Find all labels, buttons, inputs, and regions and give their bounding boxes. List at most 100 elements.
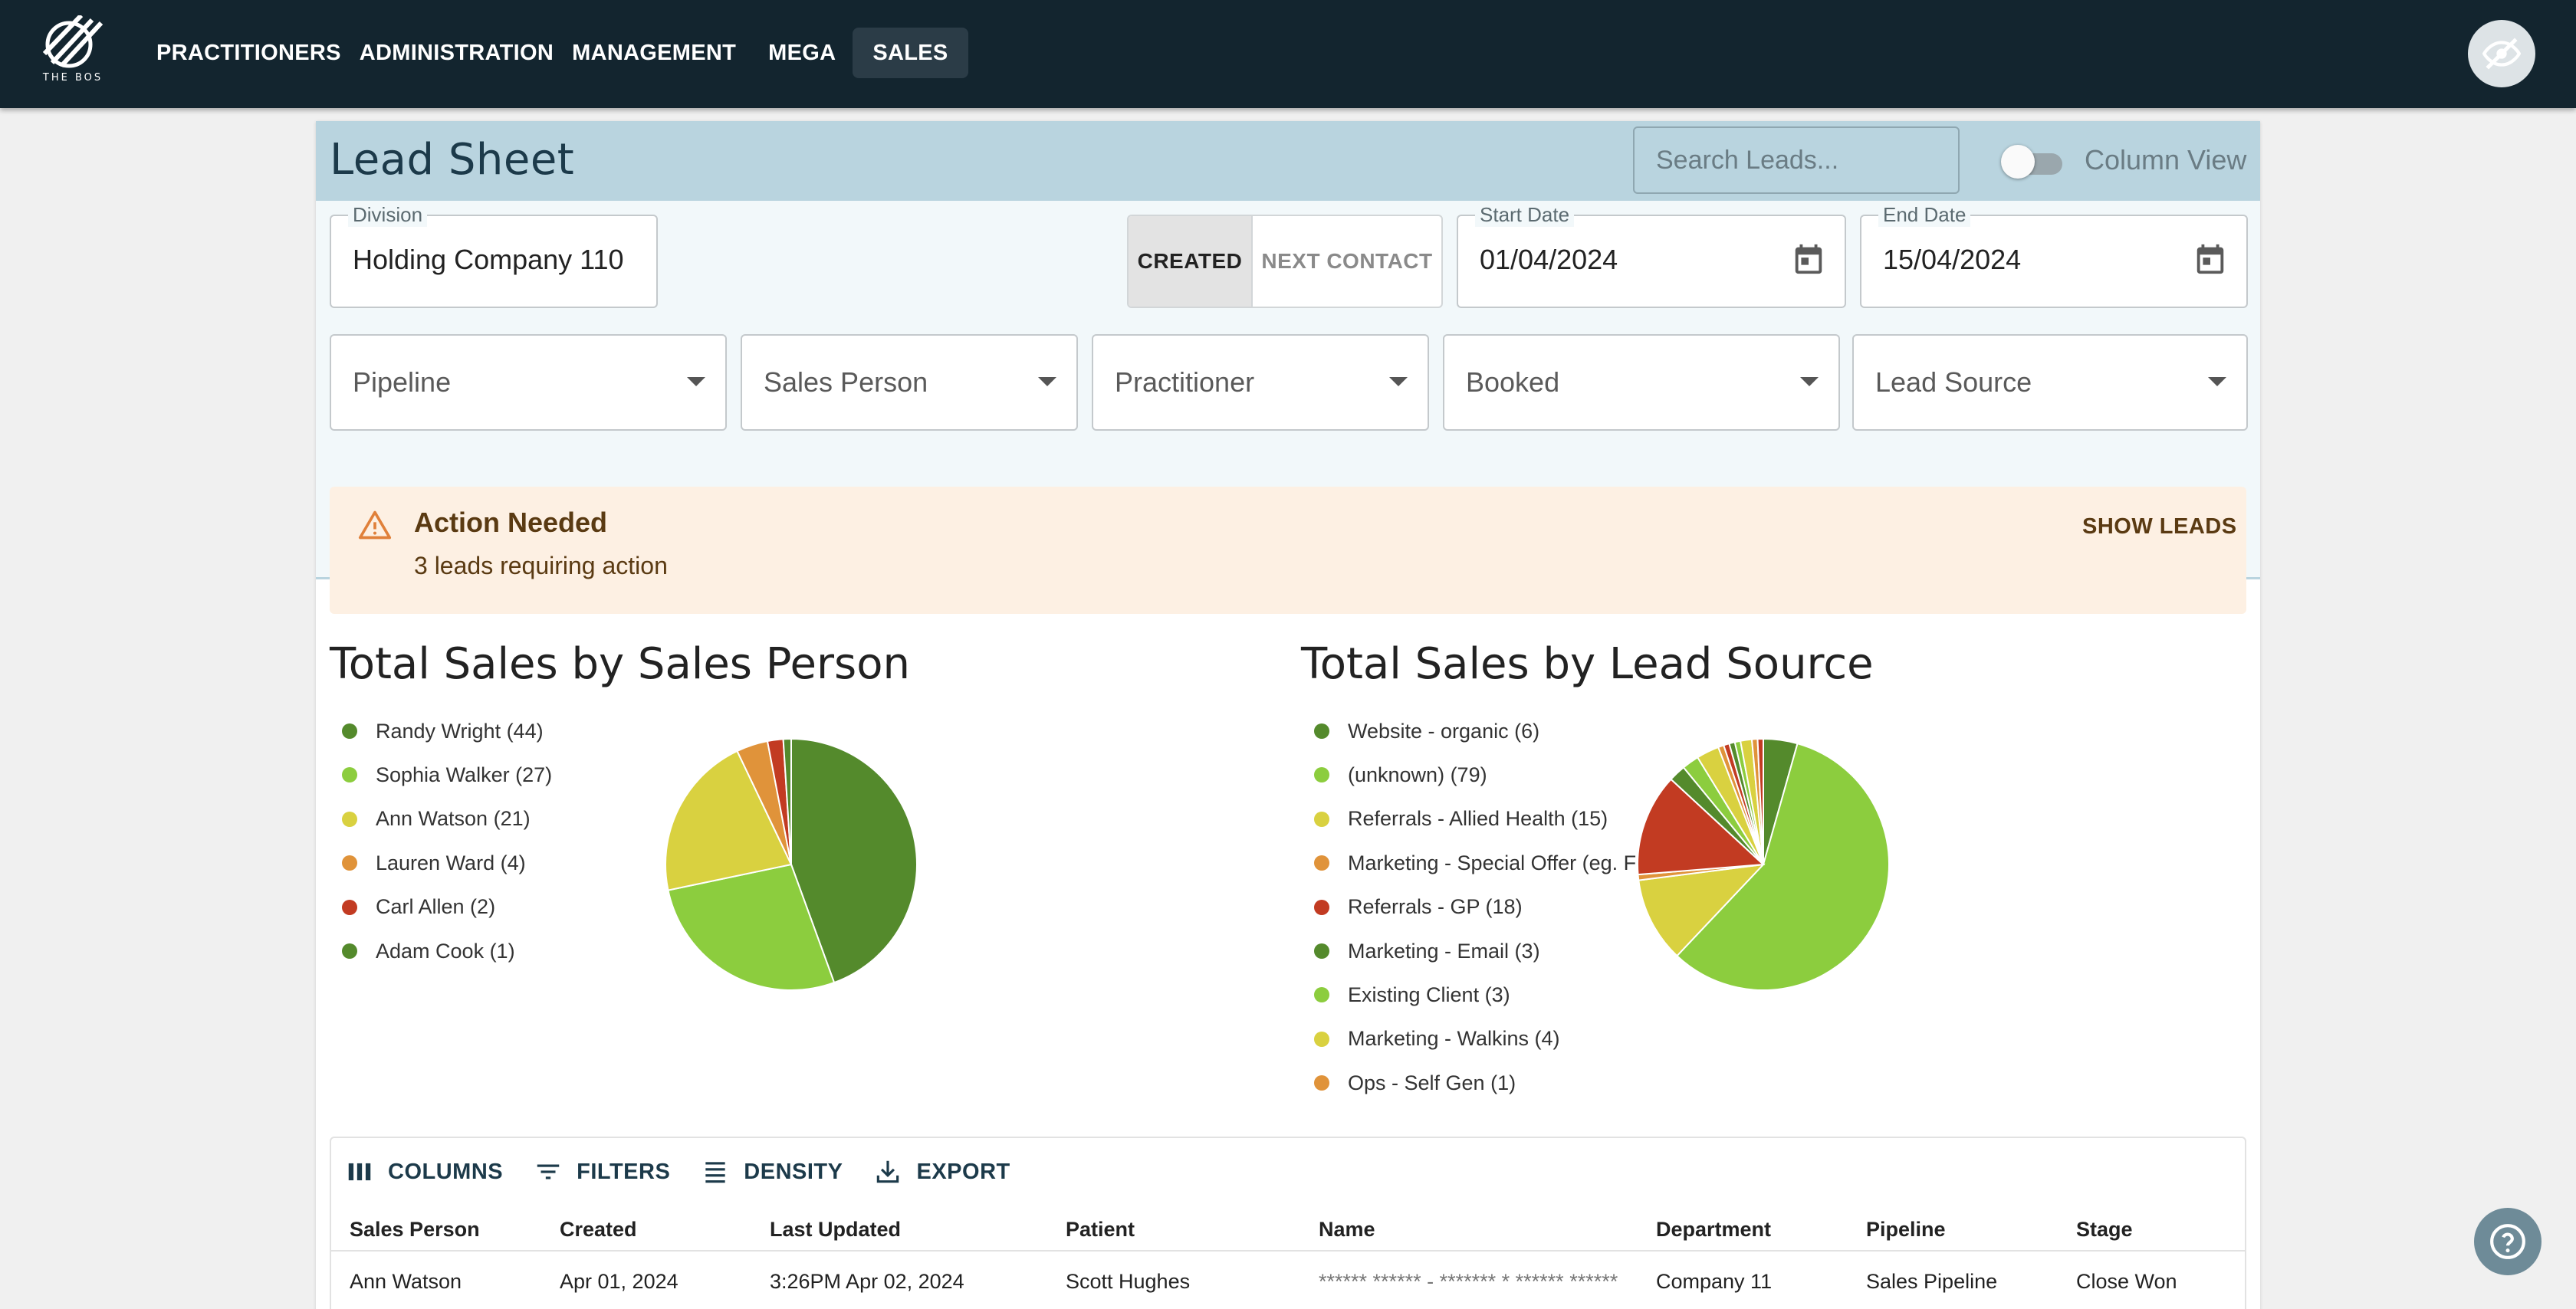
legend-item[interactable]: Ann Watson (21) (342, 804, 698, 835)
legend-item[interactable]: (unknown) (79) (1314, 759, 1670, 790)
legend-item[interactable]: Existing Client (3) (1314, 979, 1670, 1010)
cell-sales-person: Ann Watson (350, 1270, 462, 1293)
pie-slice[interactable] (665, 750, 793, 891)
legend-swatch (1314, 987, 1329, 1003)
calendar-icon[interactable] (2193, 241, 2228, 277)
cell-department: Company 11 (1656, 1270, 1773, 1293)
nav-sales[interactable]: SALES (853, 28, 968, 78)
column-header[interactable]: Sales Person (350, 1218, 480, 1241)
next-contact-option[interactable]: NEXT CONTACT (1261, 249, 1433, 273)
legend-item[interactable]: Website - organic (6) (1314, 716, 1670, 746)
pie-slice[interactable] (782, 737, 792, 865)
date-mode-toggle: CREATED NEXT CONTACT (1127, 215, 1443, 308)
table-row[interactable]: Ann Watson Apr 01, 2024 3:26PM Apr 02, 2… (331, 1253, 2245, 1307)
dropdown-arrow-icon (687, 377, 705, 386)
legend-item[interactable]: Marketing - Special Offer (eg. FMF) (1) (1314, 848, 1670, 878)
nav-administration[interactable]: ADMINISTRATION (359, 41, 554, 65)
legend-item[interactable]: Ops - Self Gen (1) (1314, 1068, 1670, 1098)
column-header[interactable]: Name (1319, 1218, 1375, 1241)
legend-item[interactable]: Marketing - Email (3) (1314, 936, 1670, 966)
help-icon (2490, 1224, 2525, 1259)
nav-mega[interactable]: MEGA (768, 41, 836, 65)
pie-slice[interactable] (1638, 863, 1766, 957)
legend-label: Marketing - Walkins (4) (1348, 1027, 1560, 1051)
density-icon (705, 1162, 725, 1183)
legend-item[interactable]: Referrals - Allied Health (15) (1314, 804, 1670, 835)
sales-person-select-label: Sales Person (764, 366, 928, 398)
logo-mark-icon (42, 13, 104, 68)
eye-off-icon (2482, 38, 2521, 70)
export-label: EXPORT (916, 1159, 1010, 1184)
legend-label: Lauren Ward (4) (376, 851, 526, 874)
alert-message: 3 leads requiring action (414, 552, 668, 579)
pie-slice[interactable] (667, 863, 836, 991)
calendar-icon[interactable] (1791, 241, 1826, 277)
column-header[interactable]: Department (1656, 1218, 1772, 1241)
legend-label: Randy Wright (44) (376, 719, 544, 743)
columns-button[interactable]: COLUMNS (345, 1157, 503, 1186)
dropdown-arrow-icon (1389, 377, 1408, 386)
practitioner-select[interactable]: Practitioner (1092, 334, 1429, 431)
legend-swatch (1314, 1031, 1329, 1047)
legend-item[interactable]: Randy Wright (44) (342, 716, 698, 746)
end-date-field[interactable]: End Date 15/04/2024 (1860, 203, 2248, 308)
legend-item[interactable]: Sophia Walker (27) (342, 759, 698, 790)
booked-select[interactable]: Booked (1443, 334, 1840, 431)
legend-item[interactable]: Carl Allen (2) (342, 892, 698, 923)
division-label: Division (348, 203, 428, 227)
legend-swatch (1314, 811, 1329, 827)
logo-text: THE BOS (42, 72, 104, 84)
cell-last-updated: 3:26PM Apr 02, 2024 (770, 1270, 964, 1293)
pie-slice[interactable] (1756, 737, 1764, 865)
legend-label: Ann Watson (21) (376, 807, 531, 831)
table-toolbar: COLUMNS FILTERS DENSITY EXPORT (345, 1155, 1041, 1189)
lead-sheet-header: Lead Sheet Column View (316, 121, 2260, 201)
start-date-field[interactable]: Start Date 01/04/2024 (1457, 203, 1846, 308)
column-header[interactable]: Pipeline (1866, 1218, 1946, 1241)
column-header[interactable]: Patient (1066, 1218, 1135, 1241)
legend-swatch (342, 767, 357, 783)
cell-patient: Scott Hughes (1066, 1270, 1191, 1293)
legend-label: Carl Allen (2) (376, 895, 496, 919)
top-navbar: THE BOS PRACTITIONERS ADMINISTRATION MAN… (0, 0, 2576, 108)
column-header[interactable]: Last Updated (770, 1218, 902, 1241)
legend-item[interactable]: Marketing - Walkins (4) (1314, 1024, 1670, 1055)
pipeline-select[interactable]: Pipeline (330, 334, 727, 431)
show-leads-button[interactable]: SHOW LEADS (2082, 514, 2237, 539)
pie-slice[interactable] (1675, 742, 1891, 991)
column-header[interactable]: Created (560, 1218, 637, 1241)
created-option[interactable]: CREATED (1129, 216, 1253, 307)
search-leads-input[interactable] (1633, 126, 1960, 194)
column-view-label: Column View (2085, 144, 2247, 176)
column-header[interactable]: Stage (2076, 1218, 2133, 1241)
legend-swatch (1314, 855, 1329, 871)
legend-item[interactable]: Lauren Ward (4) (342, 848, 698, 878)
legend-swatch (1314, 943, 1329, 959)
warning-icon (358, 510, 392, 540)
sales-person-select[interactable]: Sales Person (741, 334, 1078, 431)
lead-source-select[interactable]: Lead Source (1852, 334, 2248, 431)
brand-logo[interactable]: THE BOS (38, 13, 107, 86)
pie-slice[interactable] (790, 737, 918, 984)
lead-sheet-card: Lead Sheet Column View Division Holding … (316, 121, 2260, 1309)
privacy-toggle-button[interactable] (2468, 20, 2535, 87)
pie-slice[interactable] (1637, 778, 1766, 876)
legend-label: Website - organic (6) (1348, 719, 1540, 743)
division-field[interactable]: Division Holding Company 110 (330, 203, 658, 308)
legend-swatch (342, 723, 357, 739)
table-header-row: Sales Person Created Last Updated Patien… (331, 1207, 2245, 1252)
export-button[interactable]: EXPORT (873, 1157, 1010, 1186)
help-button[interactable] (2474, 1208, 2542, 1275)
legend-item[interactable]: Referrals - GP (18) (1314, 892, 1670, 923)
density-button[interactable]: DENSITY (701, 1157, 843, 1186)
booked-select-label: Booked (1466, 366, 1560, 398)
columns-label: COLUMNS (388, 1159, 504, 1184)
alert-title: Action Needed (414, 507, 608, 538)
nav-practitioners[interactable]: PRACTITIONERS (156, 41, 341, 65)
column-view-toggle[interactable] (2001, 145, 2062, 179)
filters-button[interactable]: FILTERS (534, 1157, 670, 1186)
practitioner-select-label: Practitioner (1115, 366, 1255, 398)
nav-management[interactable]: MANAGEMENT (572, 41, 737, 65)
legend-label: Sophia Walker (27) (376, 763, 553, 786)
legend-item[interactable]: Adam Cook (1) (342, 936, 698, 966)
